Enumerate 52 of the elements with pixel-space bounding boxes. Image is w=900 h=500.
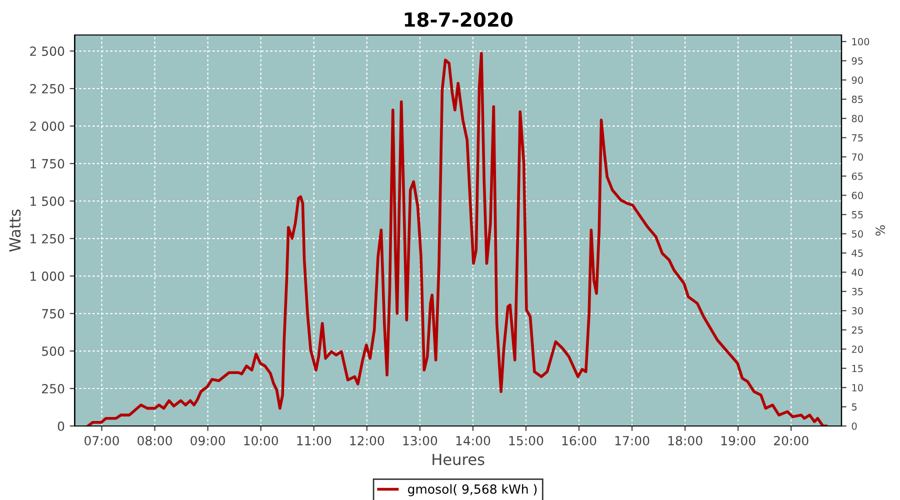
y2-tick-label: 100	[852, 38, 870, 46]
y2-tick-label: 0	[852, 422, 857, 430]
x-tick-label: 20:00	[774, 436, 808, 446]
y-tick-label: 2 250	[30, 84, 64, 94]
y-tick-label: 2 500	[30, 46, 64, 56]
y-tick-label: 1 000	[30, 271, 64, 281]
y2-tick-label: 90	[852, 76, 863, 84]
y-tick-label: 1 250	[30, 234, 64, 244]
y2-tick-label: 5	[852, 403, 857, 411]
x-tick-label: 17:00	[615, 436, 650, 446]
y-tick-label: 250	[42, 384, 64, 394]
y2-tick-label: 25	[852, 326, 863, 334]
y-tick-label: 2 000	[30, 122, 64, 131]
x-tick-label: 07:00	[84, 436, 119, 446]
y2-tick-label: 20	[852, 346, 863, 353]
legend-label: gmosol( 9,568 kWh )	[408, 484, 537, 496]
y2-tick-label: 50	[852, 230, 863, 238]
x-axis-title: Heures	[432, 454, 484, 466]
y-tick-label: 750	[42, 308, 64, 318]
line-series	[86, 52, 828, 426]
y-tick-label: 1 750	[30, 159, 64, 168]
y2-tick-label: 70	[852, 153, 863, 161]
x-tick-label: 11:00	[297, 436, 332, 446]
y2-axis-title: %	[876, 225, 886, 236]
y2-tick-label: 10	[852, 384, 863, 392]
y-tick-label: 0	[58, 421, 64, 431]
x-tick-label: 13:00	[403, 436, 438, 446]
x-tick-label: 15:00	[509, 436, 544, 446]
y2-tick-label: 35	[852, 288, 863, 296]
y2-tick-label: 75	[852, 134, 863, 142]
y-tick-label: 500	[42, 346, 64, 356]
y-axis-title: Watts	[9, 210, 21, 252]
x-tick-label: 19:00	[721, 436, 756, 446]
y2-tick-label: 45	[852, 250, 863, 257]
x-tick-label: 18:00	[668, 436, 702, 446]
y2-tick-label: 80	[852, 114, 863, 122]
x-tick-label: 10:00	[244, 436, 278, 446]
x-tick-label: 14:00	[456, 436, 490, 446]
y2-tick-label: 40	[852, 268, 863, 276]
y2-tick-label: 95	[852, 57, 863, 65]
y2-tick-label: 85	[852, 96, 863, 104]
y2-tick-label: 55	[852, 211, 863, 218]
y2-tick-label: 65	[852, 172, 863, 180]
y2-tick-label: 15	[852, 364, 863, 372]
y2-tick-label: 60	[852, 192, 863, 200]
x-tick-label: 12:00	[350, 436, 384, 446]
x-tick-label: 08:00	[138, 436, 172, 446]
y2-tick-label: 30	[852, 307, 863, 314]
y-tick-label: 1 500	[30, 196, 64, 206]
chart-title: 18-7-2020	[404, 12, 513, 27]
x-tick-label: 16:00	[562, 436, 596, 446]
x-tick-label: 09:00	[190, 436, 225, 446]
